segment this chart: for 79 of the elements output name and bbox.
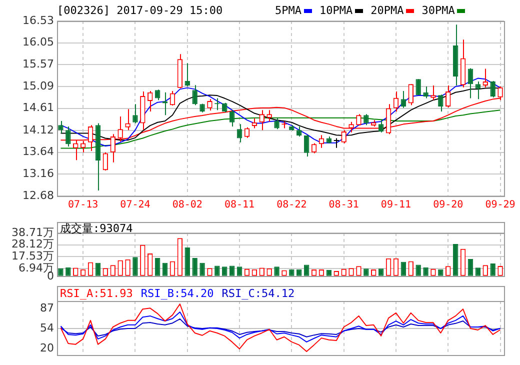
candlestick [125, 108, 130, 131]
y-tick-label: 15.09 [22, 79, 54, 92]
y-tick-label: 54 [40, 321, 54, 334]
bar [452, 244, 458, 276]
y-tick-label: 38.71万 [12, 226, 54, 239]
candlestick [468, 68, 474, 99]
bar [222, 266, 228, 276]
bar [192, 258, 198, 276]
candlestick [356, 114, 362, 126]
x-tick-label: 09-11 [380, 200, 412, 211]
legend-label: 10PMA [320, 4, 353, 17]
y-tick-label: 6.94万 [18, 261, 54, 274]
chart-title: 成交量:93074 [60, 222, 133, 235]
chart-title: [002326] 2017-09-29 15:00 [57, 4, 223, 17]
legend-label: 30PMA [422, 4, 455, 17]
y-tick-label: 14.12 [22, 123, 54, 136]
bar [162, 262, 168, 276]
candlestick [296, 126, 302, 137]
candlestick [438, 94, 444, 112]
candlestick [475, 80, 481, 100]
y-tick-label: 28.12万 [12, 238, 54, 251]
candlestick [259, 110, 264, 131]
candlestick [393, 90, 399, 112]
bar [236, 266, 242, 276]
x-tick-label: 08-22 [276, 200, 307, 211]
candlestick [423, 86, 428, 99]
candlestick [430, 85, 436, 101]
y-tick-label: 20 [40, 342, 54, 355]
x-tick-label: 08-02 [172, 200, 202, 211]
x-tick-label: 09-20 [433, 200, 464, 211]
bar [214, 266, 220, 276]
y-tick-label: 13.64 [22, 145, 54, 158]
y-tick-label: 15.57 [22, 57, 54, 70]
candlestick [132, 104, 138, 124]
candlestick [192, 84, 198, 106]
bar [229, 266, 235, 276]
x-tick-label: 07-13 [68, 200, 98, 211]
bar [200, 262, 205, 276]
candlestick [304, 134, 310, 157]
x-tick-label: 08-31 [328, 200, 359, 211]
candlestick [102, 152, 108, 172]
x-tick-label: 09-29 [485, 200, 516, 211]
legend-label: 20PMA [370, 4, 404, 17]
candlestick [386, 104, 392, 135]
x-tick-label: 08-11 [224, 200, 255, 211]
candlestick [229, 110, 235, 127]
candlestick [400, 90, 406, 108]
y-tick-label: 16.05 [22, 36, 54, 49]
bar [490, 264, 496, 276]
candlestick [184, 62, 190, 87]
bar [416, 264, 421, 276]
bar [468, 259, 474, 276]
y-tick-label: 12.68 [22, 188, 54, 202]
text: RSI_C:54.12 [222, 287, 295, 300]
y-tick-label: 17.53万 [12, 250, 54, 263]
bar [132, 257, 138, 276]
candlestick [170, 90, 176, 106]
bar [184, 247, 190, 276]
candlestick [408, 84, 414, 106]
candlestick [236, 124, 242, 143]
y-tick-label: 14.61 [22, 101, 54, 114]
x-tick-label: 07-24 [120, 200, 150, 211]
y-tick-label: 13.16 [22, 167, 54, 180]
series-label: RSI_B:54.20 [140, 287, 214, 300]
bar [304, 264, 310, 276]
y-tick-label: 87 [40, 302, 54, 315]
legend-label: 5PMA [275, 4, 302, 17]
candlestick [266, 110, 272, 122]
candlestick [490, 80, 496, 98]
candlestick [348, 121, 354, 133]
series-label: RSI_A:51.93 [60, 287, 133, 300]
candlestick [58, 120, 64, 134]
bar [400, 262, 406, 276]
y-tick-label: 16.53 [22, 14, 54, 27]
candlestick [446, 85, 451, 108]
bar [154, 258, 160, 276]
bar [274, 266, 280, 276]
bar [95, 262, 101, 276]
candlestick [66, 126, 71, 147]
